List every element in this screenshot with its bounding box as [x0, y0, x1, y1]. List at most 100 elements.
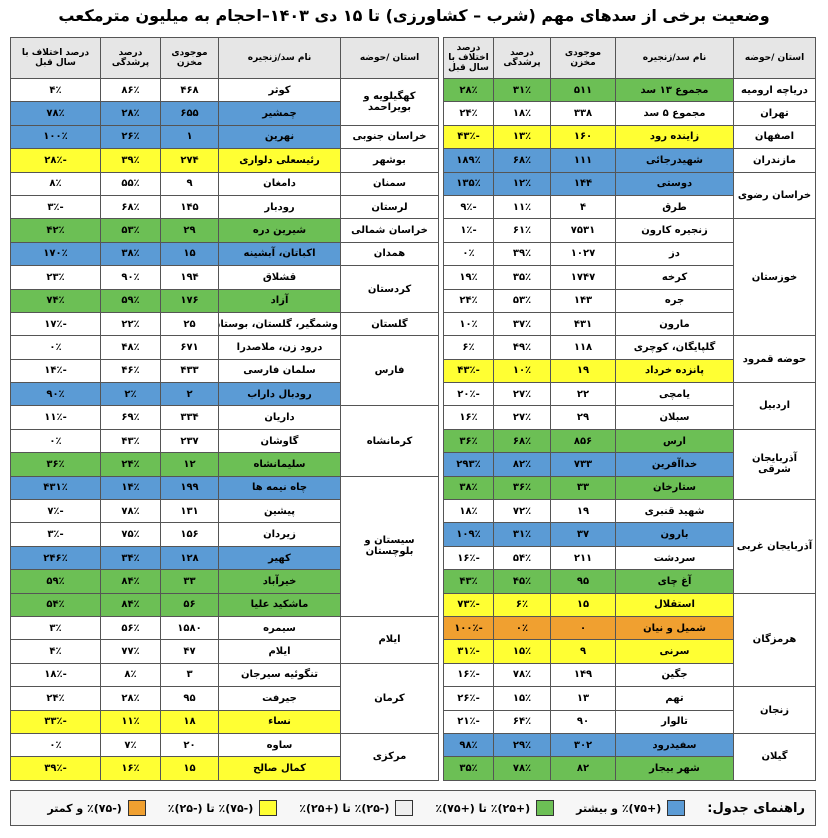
- column-header: درصد اختلاف با سال قبل: [10, 37, 101, 79]
- table-row: خراسان جنوبی نهرین ۱ ۲۶٪ ۱۰۰٪: [10, 124, 439, 150]
- legend: راهنمای جدول: (+۷۵)٪ و بیشتر (+۲۵)٪ تا (+…: [10, 790, 816, 826]
- province: کرمانشاه: [340, 405, 439, 477]
- diff-percent: ۳٪: [10, 615, 101, 641]
- table-row: جگین ۱۴۹ ۷۸٪ -۱۶٪: [443, 662, 816, 688]
- dam-name: پانزده خرداد: [615, 358, 734, 384]
- dam-name: زاینده رود: [615, 124, 734, 150]
- table-row: طرق ۴ ۱۱٪ -۹٪: [443, 194, 816, 220]
- fill-percent: ۴۹٪: [493, 335, 551, 360]
- dam-name: خیرآباد: [218, 569, 341, 594]
- table-row: سمنان دامغان ۹ ۵۵٪ ۸٪: [10, 171, 439, 196]
- table-row: نساء ۱۸ ۱۱٪ -۳۳٪: [10, 709, 439, 734]
- storage: ۱۵: [160, 241, 219, 267]
- storage: ۲۹: [160, 218, 219, 243]
- storage: ۲۳۷: [160, 428, 219, 454]
- table-row: تالوار ۹۰ ۶۴٪ -۲۱٪: [443, 709, 816, 734]
- diff-percent: ۷۴٪: [10, 288, 101, 313]
- diff-percent: -۷۳٪: [443, 592, 494, 617]
- table-row: جیرفت ۹۵ ۲۸٪ ۲۴٪: [10, 686, 439, 711]
- storage: ۱۹۴: [160, 265, 219, 290]
- diff-percent: ۱۰۰٪: [10, 124, 101, 150]
- fill-percent: ۲۹٪: [493, 732, 551, 758]
- fill-percent: ۲٪: [100, 382, 161, 407]
- table-row: آزاد ۱۷۶ ۵۹٪ ۷۴٪: [10, 288, 439, 313]
- fill-percent: ۱۲٪: [493, 171, 551, 196]
- diff-percent: ۳۸٪: [443, 475, 494, 501]
- province: اردبیل: [733, 382, 816, 430]
- table-row: کرمانشاه داریان ۳۳۴ ۶۹٪ -۱۱٪: [10, 405, 439, 477]
- legend-swatch: [127, 800, 146, 816]
- dam-name: قشلاق: [218, 265, 341, 290]
- dam-name: زیردان: [218, 522, 341, 547]
- table-row: خیرآباد ۳۳ ۸۴٪ ۵۹٪: [10, 569, 439, 594]
- diff-percent: -۷٪: [10, 499, 101, 524]
- table-row: آذربایجان غربی شهید قنبری ۱۹ ۷۲٪ ۱۸٪: [443, 499, 816, 594]
- diff-percent: ۱۰۹٪: [443, 522, 494, 547]
- storage: ۵۶: [160, 592, 219, 617]
- legend-item: (-۷۵)٪ و کمتر: [47, 800, 146, 816]
- table-row: خراسان شمالی شیرین دره ۲۹ ۵۳٪ ۴۲٪: [10, 218, 439, 243]
- dam-name: سیمره: [218, 615, 341, 641]
- dam-name: سبلان: [615, 405, 734, 430]
- table-row: رودبال داراب ۲ ۲٪ ۹۰٪: [10, 382, 439, 407]
- table-row: خراسان رضوی دوستی ۱۴۴ ۱۲٪ ۱۳۵٪: [443, 171, 816, 220]
- dam-name: جره: [615, 288, 734, 313]
- table-row: کرمان تنگوئیه سیرجان ۳ ۸٪ -۱۸٪: [10, 662, 439, 734]
- fill-percent: ۷۸٪: [100, 499, 161, 524]
- diff-percent: ۳۵٪: [443, 756, 494, 781]
- dam-name: سرنی: [615, 639, 734, 664]
- diff-percent: ۲۴٪: [443, 101, 494, 126]
- storage: ۵۱۱: [550, 77, 616, 103]
- diff-percent: ۱۷۰٪: [10, 241, 101, 267]
- column-header: استان /حوضه: [340, 37, 439, 79]
- diff-percent: -۱۶٪: [443, 545, 494, 571]
- dam-name: رودبار: [218, 194, 341, 220]
- diff-percent: -۲۸٪: [10, 148, 101, 173]
- storage: ۰: [550, 615, 616, 641]
- table-row: اصفهان زاینده رود ۱۶۰ ۱۳٪ -۴۳٪: [443, 124, 816, 150]
- storage: ۱۵: [160, 756, 219, 781]
- dam-name: آزاد: [218, 288, 341, 313]
- diff-percent: -۳۱٪: [443, 639, 494, 664]
- diff-percent: ۱۸٪: [443, 499, 494, 524]
- fill-percent: ۱۱٪: [100, 709, 161, 734]
- fill-percent: ۱۵٪: [493, 686, 551, 711]
- legend-title: راهنمای جدول:: [707, 800, 805, 816]
- legend-swatch: [667, 800, 686, 816]
- table-row: شهر بیجار ۸۲ ۷۸٪ ۳۵٪: [443, 756, 816, 781]
- fill-percent: ۵۹٪: [100, 288, 161, 313]
- dam-name: نهرین: [218, 124, 341, 150]
- fill-percent: ۵۴٪: [493, 545, 551, 571]
- dam-name: اکباتان، آبشینه: [218, 241, 341, 267]
- province: فارس: [340, 335, 439, 407]
- fill-percent: ۶۸٪: [493, 428, 551, 454]
- province: اصفهان: [733, 124, 816, 150]
- storage: ۱۹: [550, 499, 616, 524]
- province: لرستان: [340, 194, 439, 220]
- storage: ۴: [550, 194, 616, 220]
- dam-name: دز: [615, 241, 734, 267]
- legend-label: (-۷۵)٪ و کمتر: [47, 801, 122, 815]
- fill-percent: ۴۳٪: [100, 428, 161, 454]
- diff-percent: -۲۶٪: [443, 686, 494, 711]
- diff-percent: ۵۴٪: [10, 592, 101, 617]
- table-row: کردستان قشلاق ۱۹۴ ۹۰٪ ۲۳٪: [10, 265, 439, 313]
- dam-name: یامچی: [615, 382, 734, 407]
- column-header: موجودی مخزن: [550, 37, 616, 79]
- legend-label: (-۲۵)٪ تا (+۲۵)٪: [299, 801, 390, 815]
- column-header: درصد اختلاف با سال قبل: [443, 37, 494, 79]
- storage: ۳۷: [550, 522, 616, 547]
- storage: ۹: [160, 171, 219, 196]
- dam-name: کرخه: [615, 265, 734, 290]
- fill-percent: ۰٪: [493, 615, 551, 641]
- table-row: فارس درود زن، ملاصدرا ۶۷۱ ۴۸٪ ۰٪: [10, 335, 439, 407]
- table-row: دز ۱۰۲۷ ۳۹٪ ۰٪: [443, 241, 816, 267]
- table-row: سلیمانشاه ۱۲ ۲۴٪ ۳۶٪: [10, 452, 439, 477]
- fill-percent: ۷۸٪: [493, 756, 551, 781]
- dam-name: تهم: [615, 686, 734, 711]
- dam-name: شیرین دره: [218, 218, 341, 243]
- table-row: گاوشان ۲۳۷ ۴۳٪ ۰٪: [10, 428, 439, 454]
- diff-percent: -۱٪: [443, 218, 494, 243]
- diff-percent: -۱۷٪: [10, 311, 101, 337]
- dam-name: مجموع ۵ سد: [615, 101, 734, 126]
